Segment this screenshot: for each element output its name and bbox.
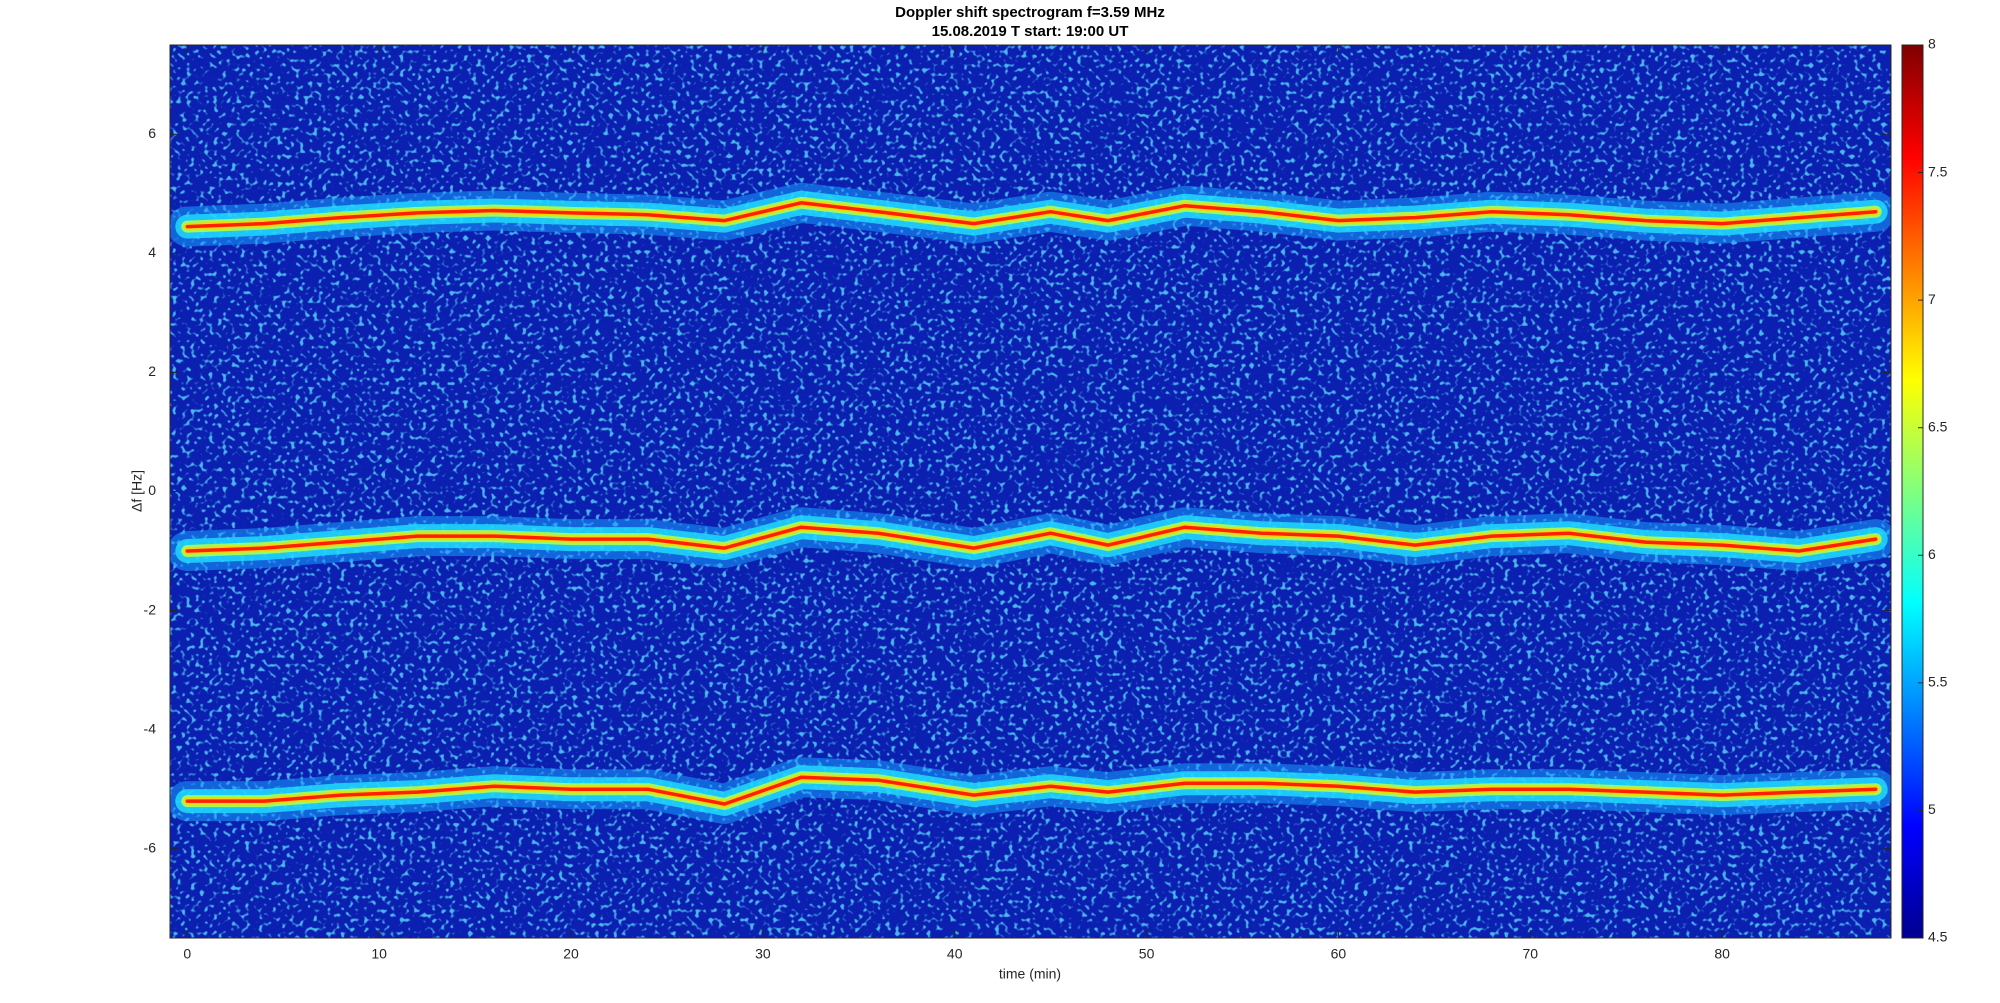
band-ridge [185,525,1878,553]
colorbar-tick-label: 7 [1928,291,1936,307]
y-tick-label: 2 [148,363,156,379]
chart-title: Doppler shift spectrogram f=3.59 MHz [895,4,1165,21]
y-tick-label: -6 [144,839,157,855]
x-tick-label: 80 [1714,946,1730,962]
x-tick-label: 60 [1331,946,1347,962]
y-tick-label: 0 [148,482,156,498]
bands [170,182,1891,824]
colorbar-tick-label: 6.5 [1928,418,1948,434]
y-tick-label: 4 [148,244,156,260]
colorbar-tick-label: 5 [1928,801,1936,817]
band-ridge [185,201,1878,229]
band-ridge [185,775,1878,806]
colorbar-tick-label: 8 [1928,36,1936,52]
colorbar-tick-label: 4.5 [1928,929,1948,945]
chart-subtitle: 15.08.2019 T start: 19:00 UT [932,23,1129,40]
colorbar-tick-label: 5.5 [1928,674,1948,690]
y-tick-label: -4 [144,720,157,736]
y-tick-label: 6 [148,125,156,141]
x-axis-label: time (min) [999,966,1061,982]
x-tick-label: 50 [1139,946,1155,962]
x-tick-label: 40 [947,946,963,962]
x-tick-label: 10 [371,946,387,962]
x-tick-label: 30 [755,946,771,962]
y-tick-label: -2 [144,601,157,617]
y-axis-label: Δf [Hz] [129,470,145,512]
x-tick-label: 20 [563,946,579,962]
colorbar [1901,44,1924,939]
colorbar-tick-label: 7.5 [1928,163,1948,179]
colorbar-tick-label: 6 [1928,546,1936,562]
x-tick-label: 0 [183,946,191,962]
x-tick-label: 70 [1523,946,1539,962]
